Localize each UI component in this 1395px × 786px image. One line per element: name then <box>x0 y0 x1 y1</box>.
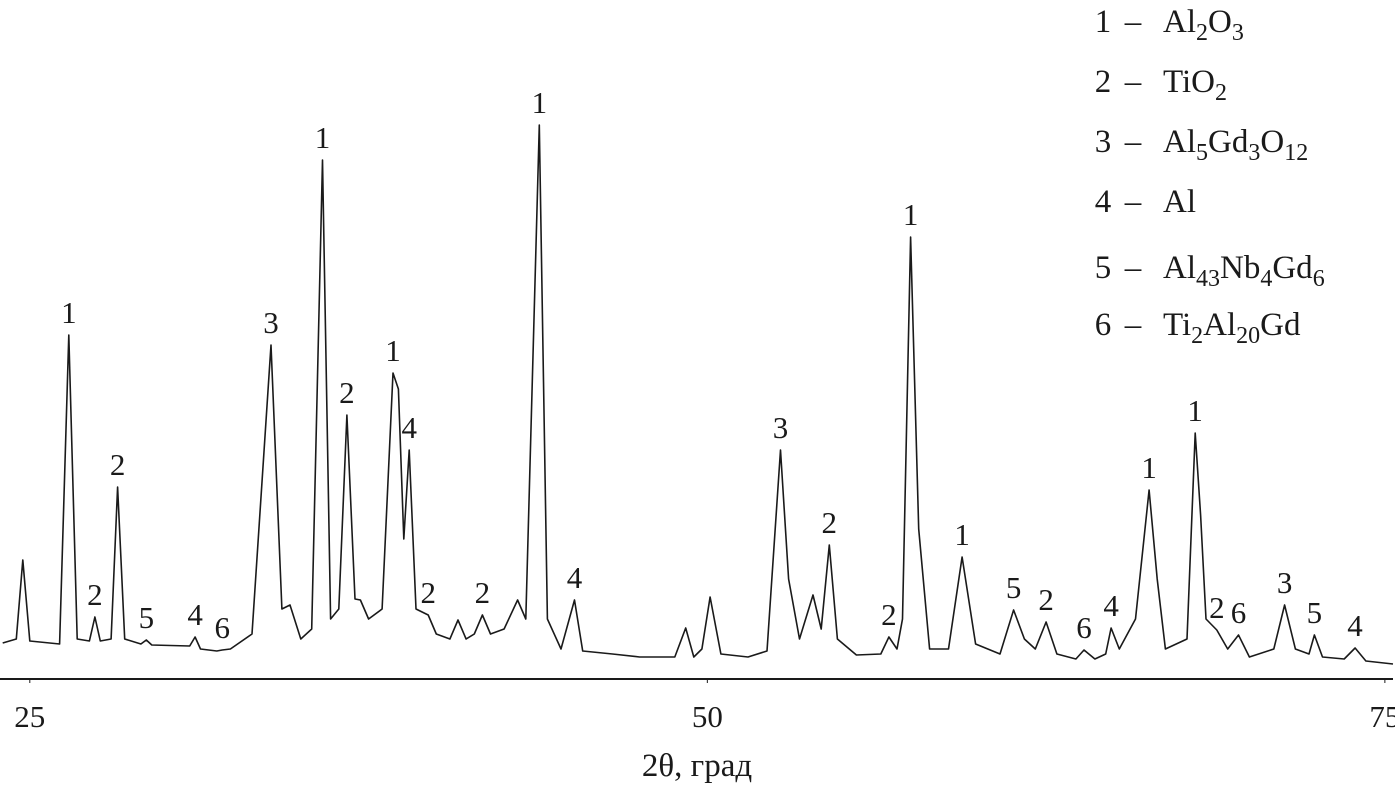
x-tick-label: 75 <box>1369 699 1395 734</box>
legend-subscript: 2 <box>1191 323 1203 349</box>
peak-label: 6 <box>1076 610 1092 645</box>
legend-element: Al <box>1163 124 1196 160</box>
legend-subscript: 4 <box>1260 266 1272 292</box>
peak-label: 1 <box>385 333 401 368</box>
peak-label: 1 <box>315 120 331 155</box>
x-tick-label: 50 <box>692 699 723 734</box>
peak-label: 2 <box>110 447 126 482</box>
legend-formula: TiO2 <box>1163 64 1227 106</box>
legend-dash: – <box>1124 184 1142 220</box>
peak-label: 4 <box>187 597 203 632</box>
legend-formula: Al <box>1163 184 1196 220</box>
legend-dash: – <box>1124 64 1142 100</box>
legend-element: O <box>1260 124 1284 160</box>
peak-label: 1 <box>903 197 919 232</box>
legend-dash: – <box>1124 250 1142 286</box>
legend-element: Nb <box>1220 250 1260 286</box>
legend-element: Al <box>1163 184 1196 220</box>
legend-element: O <box>1208 4 1232 40</box>
legend-element: Gd <box>1208 124 1249 160</box>
legend-number: 3 <box>1095 124 1112 160</box>
peak-label: 3 <box>773 410 789 445</box>
peak-label: 4 <box>567 560 583 595</box>
peak-label: 3 <box>1277 565 1293 600</box>
legend-dash: – <box>1124 124 1142 160</box>
legend-element: Al <box>1203 307 1236 343</box>
peak-label: 2 <box>420 575 436 610</box>
peak-label: 4 <box>401 410 417 445</box>
peak-label: 2 <box>475 575 491 610</box>
peak-label: 2 <box>1209 590 1225 625</box>
peak-label: 2 <box>1038 582 1054 617</box>
peak-label: 6 <box>214 610 230 645</box>
peak-label: 2 <box>87 577 103 612</box>
legend-subscript: 2 <box>1215 80 1227 106</box>
peak-label: 1 <box>61 295 77 330</box>
legend-element: Gd <box>1260 307 1301 343</box>
peak-label: 5 <box>1307 595 1323 630</box>
legend-subscript: 3 <box>1248 140 1260 166</box>
legend-dash: – <box>1124 307 1142 343</box>
legend-subscript: 6 <box>1313 266 1325 292</box>
peak-label: 4 <box>1347 608 1363 643</box>
legend-dash: – <box>1124 4 1142 40</box>
legend-subscript: 12 <box>1284 140 1308 166</box>
legend-element: Al <box>1163 4 1196 40</box>
legend-number: 4 <box>1095 184 1112 220</box>
peak-label: 5 <box>1006 570 1022 605</box>
legend-formula: Al2O3 <box>1163 4 1244 46</box>
peak-label: 2 <box>339 375 355 410</box>
legend-element: TiO <box>1163 64 1215 100</box>
peak-label: 1 <box>532 85 548 120</box>
legend-number: 6 <box>1095 307 1112 343</box>
peak-label: 3 <box>263 305 279 340</box>
legend-element: Al <box>1163 250 1196 286</box>
legend-number: 1 <box>1095 4 1112 40</box>
legend-formula: Al5Gd3O12 <box>1163 124 1308 166</box>
peak-label: 1 <box>954 517 970 552</box>
peak-label: 6 <box>1231 595 1247 630</box>
peak-label: 4 <box>1103 588 1119 623</box>
peak-label: 1 <box>1187 393 1203 428</box>
legend-subscript: 20 <box>1236 323 1260 349</box>
peak-label: 2 <box>881 597 897 632</box>
legend-number: 5 <box>1095 250 1112 286</box>
x-tick-label: 25 <box>14 699 45 734</box>
legend-formula: Ti2Al20Gd <box>1163 307 1301 349</box>
legend-number: 2 <box>1095 64 1112 100</box>
legend-formula: Al43Nb4Gd6 <box>1163 250 1325 292</box>
x-axis-label: 2θ, град <box>642 748 752 784</box>
legend-subscript: 43 <box>1196 266 1220 292</box>
legend-subscript: 3 <box>1232 20 1244 46</box>
peak-label: 2 <box>822 505 838 540</box>
peak-label: 5 <box>139 600 155 635</box>
legend-subscript: 2 <box>1196 20 1208 46</box>
legend-subscript: 5 <box>1196 140 1208 166</box>
xrd-line <box>2 124 1394 665</box>
legend-element: Ti <box>1163 307 1191 343</box>
legend-element: Gd <box>1272 250 1313 286</box>
peak-label: 1 <box>1141 450 1157 485</box>
